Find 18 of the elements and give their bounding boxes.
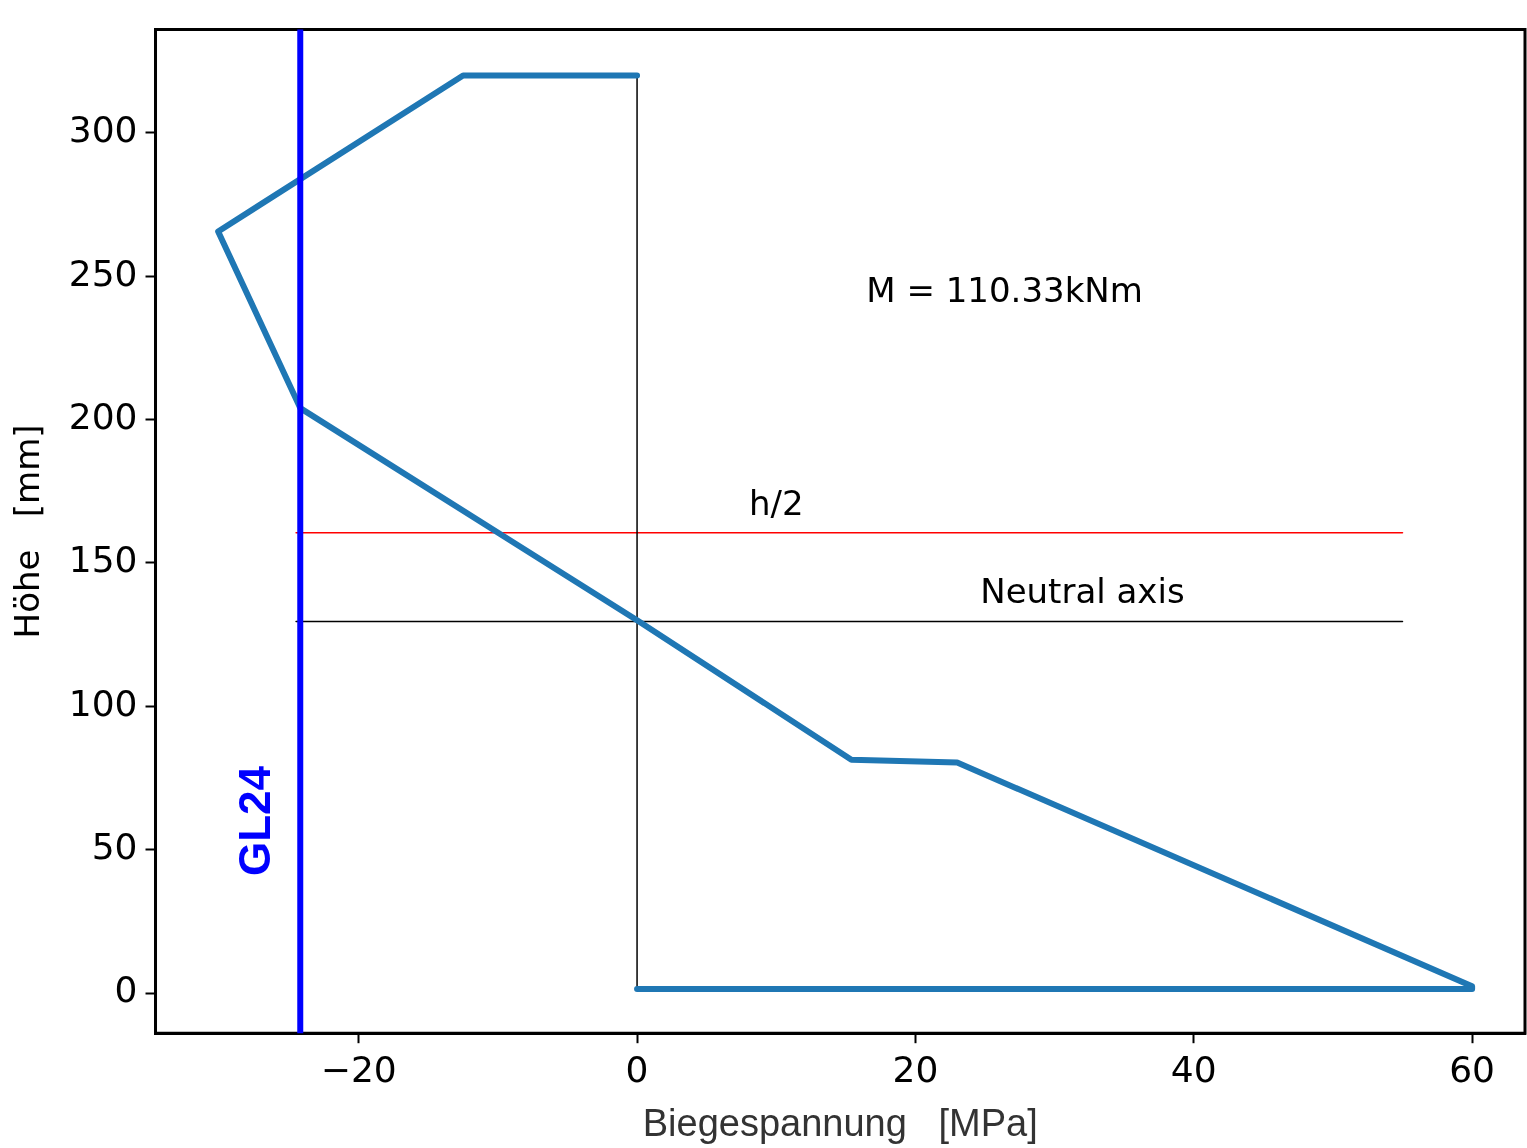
- x-tick-label: 40: [1170, 1049, 1217, 1091]
- annotation: h/2: [748, 482, 804, 523]
- annotation: M = 110.33kNm: [866, 270, 1143, 311]
- y-tick-label: 100: [68, 682, 138, 724]
- y-tick-label: 0: [114, 969, 138, 1011]
- x-tick-label: 0: [625, 1049, 649, 1091]
- annotation: Neutral axis: [980, 571, 1185, 612]
- y-tick-label: 50: [91, 826, 138, 868]
- y-tick-label: 150: [68, 539, 138, 581]
- x-tick-label: 20: [892, 1049, 939, 1091]
- y-axis-title: Höhe [mm]: [7, 424, 48, 639]
- x-tick-label: 60: [1449, 1049, 1496, 1091]
- y-tick-label: 300: [68, 109, 138, 151]
- y-tick-label: 250: [68, 252, 138, 294]
- y-tick-label: 200: [68, 395, 138, 437]
- x-tick-label: −20: [320, 1049, 397, 1091]
- ref-line-label: GL24: [230, 765, 280, 877]
- x-axis-title: Biegespannung [MPa]: [642, 1101, 1038, 1144]
